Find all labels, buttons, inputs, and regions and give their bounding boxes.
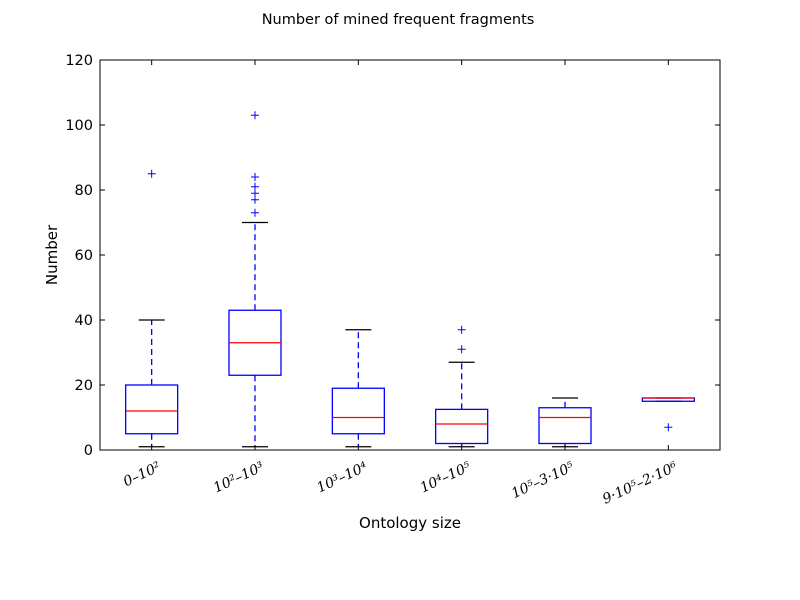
box-iqr xyxy=(125,384,179,435)
box-iqr xyxy=(331,387,385,435)
y-tick-label: 100 xyxy=(65,118,93,134)
y-tick-label: 120 xyxy=(65,53,93,69)
box-iqr xyxy=(435,408,489,445)
box-iqr xyxy=(538,407,592,445)
outlier-point xyxy=(664,423,673,432)
y-tick-label: 40 xyxy=(75,313,93,329)
x-tick-label: 10⁴–10⁵ xyxy=(418,459,474,496)
x-tick-label: 10²–10³ xyxy=(211,459,267,496)
plot-area xyxy=(125,111,695,448)
x-axis-label: Ontology size xyxy=(359,514,461,532)
outlier-point xyxy=(457,345,466,354)
x-tick-label: 0–10² xyxy=(121,459,164,490)
y-tick-label: 80 xyxy=(75,183,93,199)
outlier-point xyxy=(147,169,156,178)
outlier-point xyxy=(251,182,259,191)
outlier-point xyxy=(251,208,259,217)
y-tick-label: 0 xyxy=(84,443,93,459)
y-tick-label: 20 xyxy=(75,378,93,394)
outlier-point xyxy=(457,325,466,334)
x-tick-label: 10³–10⁴ xyxy=(314,459,370,496)
y-tick-label: 60 xyxy=(75,248,93,264)
chart-title: Number of mined frequent fragments xyxy=(262,12,535,28)
plot-frame xyxy=(99,59,721,451)
outlier-point xyxy=(251,111,259,120)
x-tick-label: 10⁵–3·10⁵ xyxy=(509,459,577,502)
outlier-point xyxy=(251,173,259,181)
y-axis-label: Number xyxy=(43,224,61,285)
x-tick-label: 9·10⁵–2·10⁶ xyxy=(600,459,680,508)
